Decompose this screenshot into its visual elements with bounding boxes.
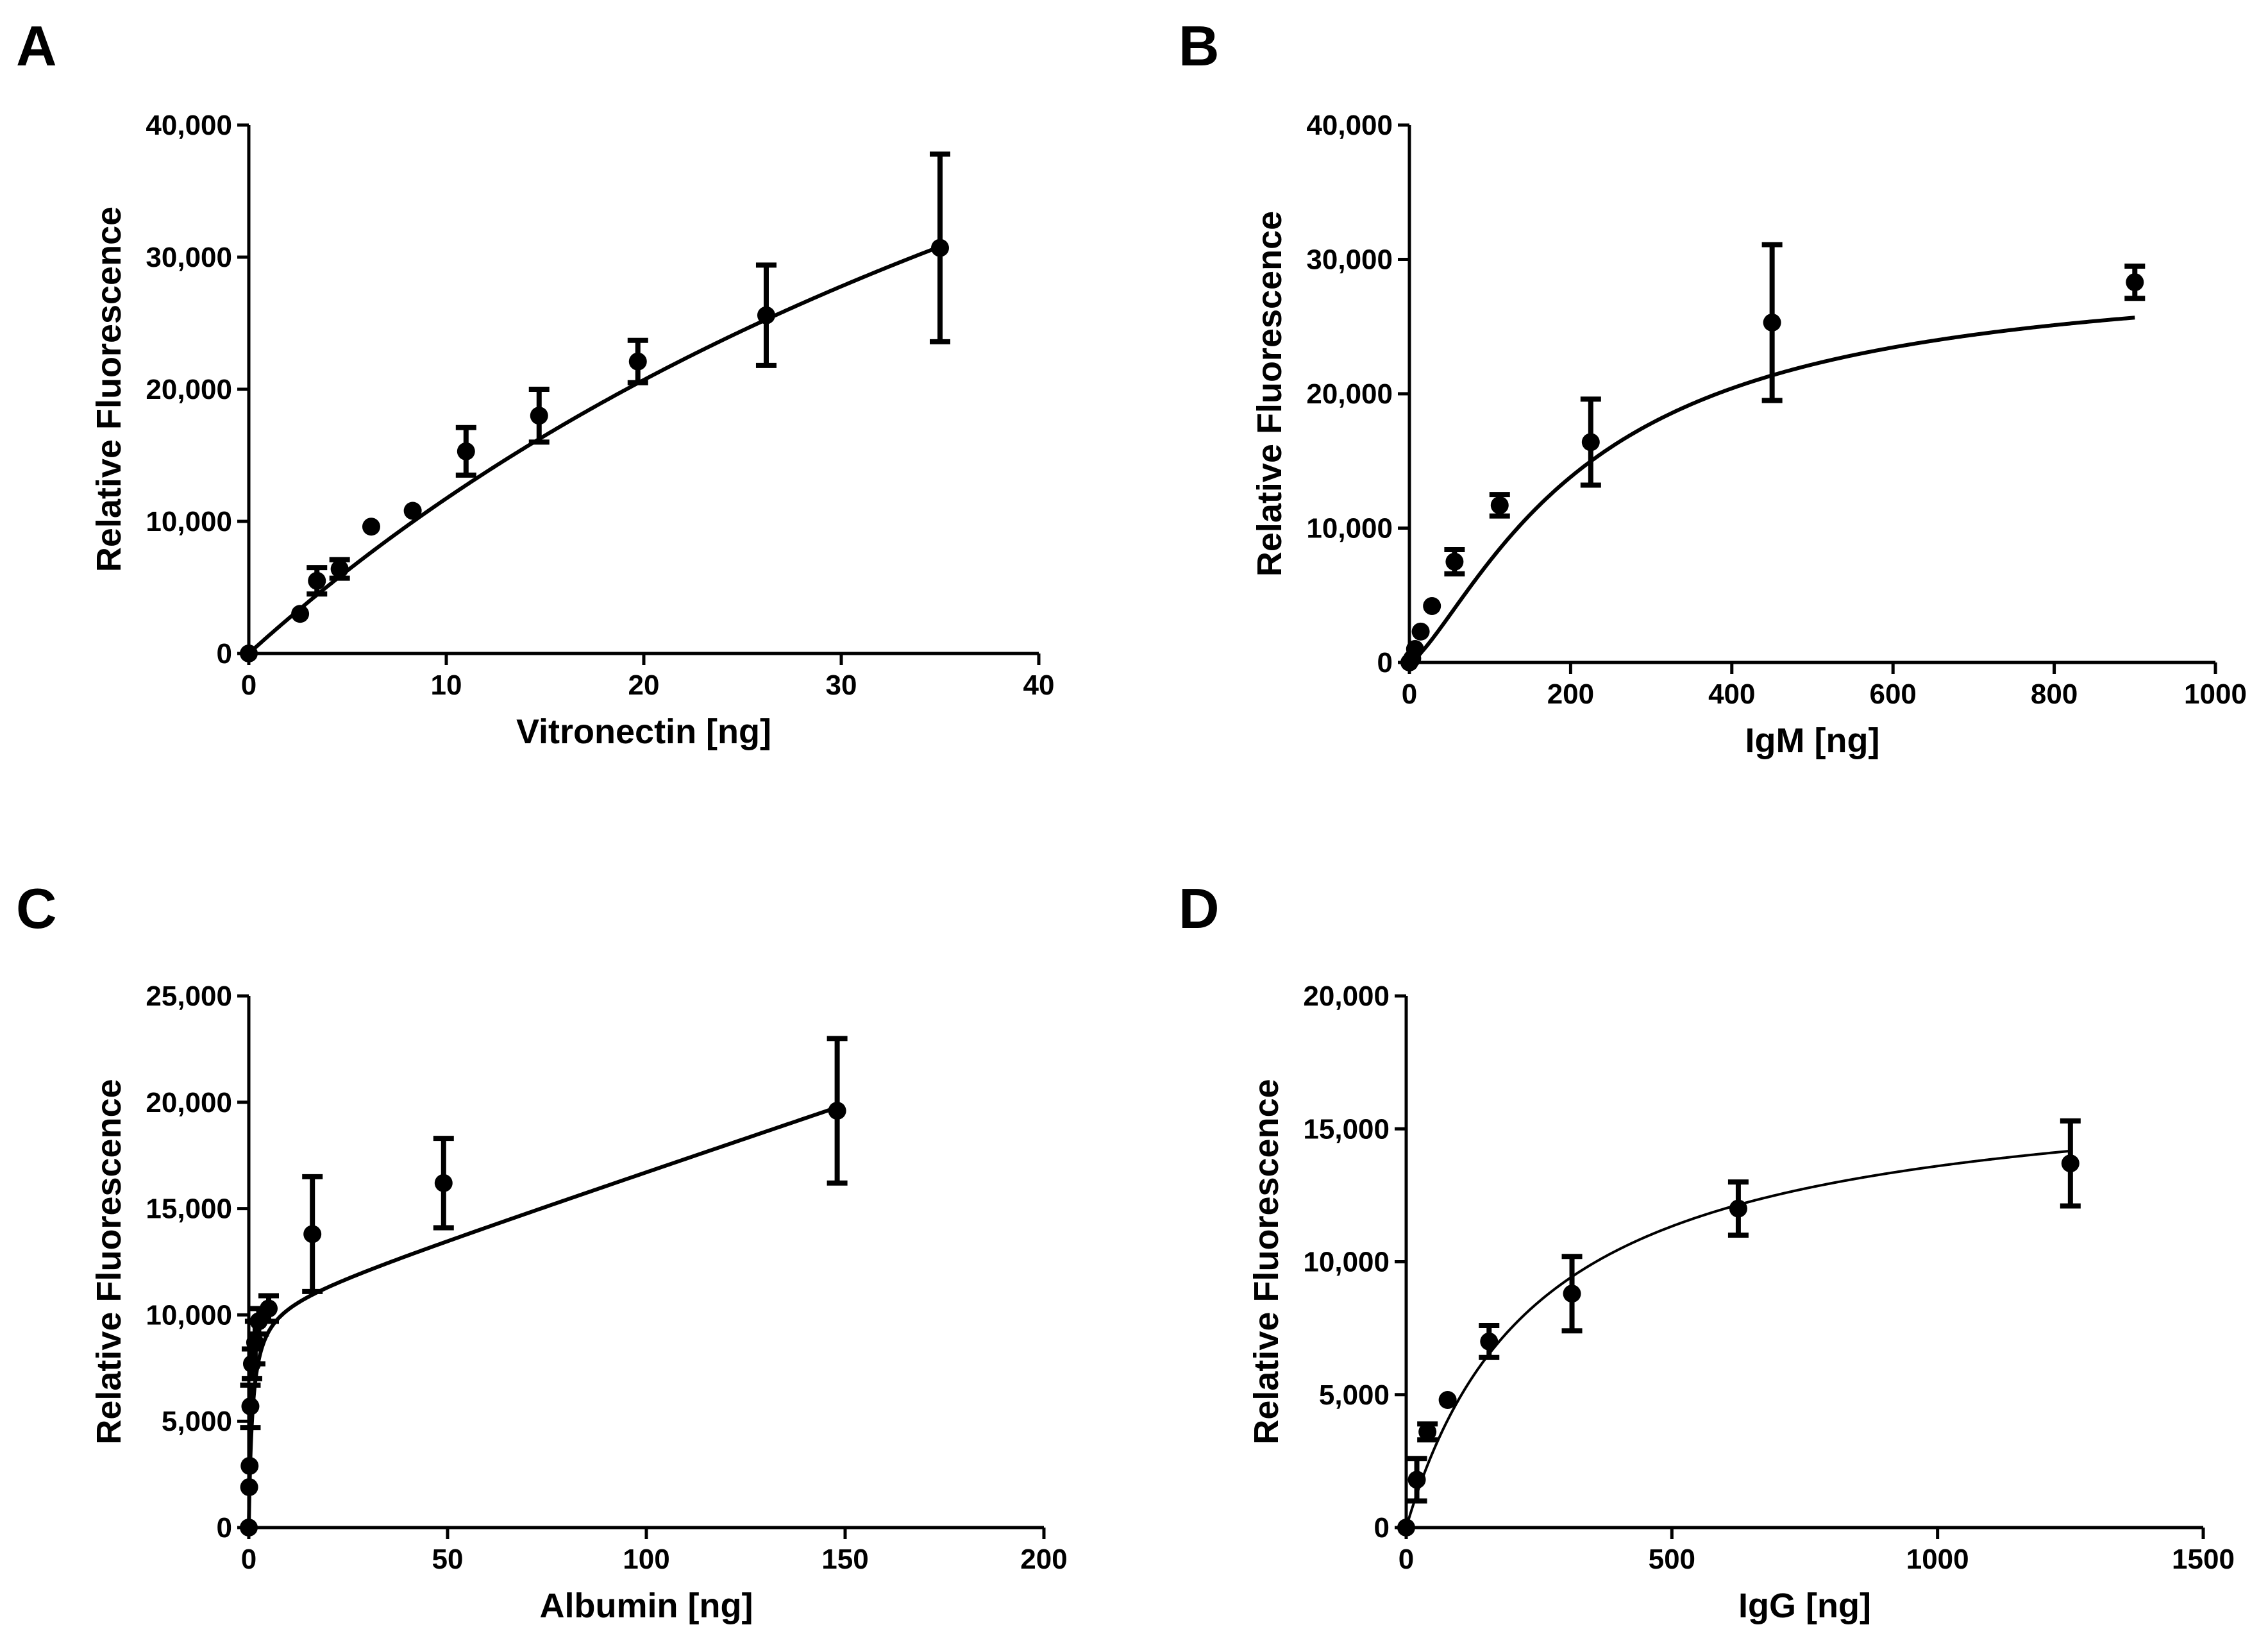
data-point	[1563, 1285, 1581, 1303]
data-point	[1581, 433, 1600, 451]
x-tick-label: 20	[628, 670, 660, 701]
data-point	[240, 1456, 259, 1475]
data-point	[628, 352, 647, 371]
data-point	[246, 1333, 264, 1352]
data-point	[1729, 1199, 1747, 1218]
y-axis-title: Relative Fluorescence	[90, 1079, 128, 1444]
panel-label-a: A	[16, 14, 57, 78]
data-point	[362, 518, 380, 536]
y-tick-label: 10,000	[1303, 1247, 1390, 1278]
data-point	[828, 1102, 846, 1120]
data-point	[1438, 1391, 1457, 1410]
x-tick-label: 400	[1708, 678, 1755, 710]
x-axis-title: Vitronectin [ng]	[516, 712, 771, 751]
x-tick-label: 500	[1649, 1544, 1695, 1575]
y-tick-label: 20,000	[1303, 981, 1390, 1012]
y-tick-label: 30,000	[146, 242, 232, 273]
y-tick-label: 15,000	[146, 1193, 232, 1225]
x-tick-label: 1500	[2172, 1544, 2235, 1575]
data-point	[1407, 1470, 1426, 1489]
chart-panel-b: 0 10,000 20,000 30,000 40,000 0 200 400 600 800 10…	[1250, 110, 2247, 760]
x-axis-title: Albumin [ng]	[540, 1587, 753, 1625]
y-tick-label: 0	[1374, 1512, 1390, 1544]
data-point	[1490, 496, 1509, 514]
x-tick-label: 0	[1399, 1544, 1414, 1575]
y-tick-label: 10,000	[146, 506, 232, 537]
data-point	[1418, 1422, 1437, 1441]
y-tick-label: 15,000	[1303, 1113, 1390, 1145]
data-point	[240, 1519, 258, 1537]
data-point	[457, 442, 475, 460]
y-tick-label: 10,000	[1306, 513, 1393, 544]
y-tick-label: 25,000	[146, 981, 232, 1012]
chart-panel-a: 0 10,000 20,000 30,000 40,000 0 10 20 30 40 Vitron…	[90, 110, 1054, 751]
x-tick-label: 0	[241, 670, 256, 701]
x-tick-label: 10	[431, 670, 462, 701]
x-tick-label: 800	[2031, 678, 2078, 710]
data-point	[931, 239, 949, 257]
x-tick-label: 600	[1869, 678, 1916, 710]
y-tick-label: 0	[1377, 647, 1393, 678]
x-tick-label: 0	[241, 1544, 256, 1575]
data-point	[240, 645, 258, 662]
x-axis-title: IgM [ng]	[1745, 721, 1880, 760]
chart-panel-c: 0 5,000 10,000 15,000 20,000 25,000 0 50 100 150 2…	[90, 981, 1068, 1625]
data-point	[1411, 622, 1430, 641]
data-point	[1445, 552, 1464, 571]
chart-panel-d: 0 5,000 10,000 15,000 20,000 0 500 1000 1500 IgG …	[1247, 981, 2235, 1625]
data-point	[1423, 597, 1441, 616]
data-point	[330, 560, 349, 578]
y-tick-label: 40,000	[1306, 110, 1393, 141]
y-tick-label: 20,000	[1306, 378, 1393, 410]
y-tick-label: 10,000	[146, 1299, 232, 1331]
x-tick-label: 200	[1547, 678, 1594, 710]
panel-label-b: B	[1179, 14, 1220, 78]
y-tick-label: 40,000	[146, 110, 232, 141]
data-point	[403, 501, 422, 520]
data-point	[2061, 1154, 2079, 1173]
y-axis-title: Relative Fluorescence	[90, 206, 128, 572]
data-point	[303, 1225, 322, 1243]
data-point	[1397, 1519, 1415, 1537]
data-point	[308, 571, 326, 590]
data-point	[530, 407, 548, 425]
y-tick-label: 20,000	[146, 374, 232, 405]
data-point	[260, 1299, 278, 1318]
fit-curve	[247, 1105, 838, 1528]
x-tick-label: 100	[623, 1544, 669, 1575]
x-tick-label: 200	[1020, 1544, 1067, 1575]
x-tick-label: 0	[1402, 678, 1417, 710]
x-tick-label: 40	[1023, 670, 1055, 701]
y-axis-title: Relative Fluorescence	[1250, 211, 1289, 577]
y-tick-label: 30,000	[1306, 244, 1393, 276]
x-tick-label: 50	[432, 1544, 464, 1575]
x-tick-label: 30	[826, 670, 857, 701]
y-tick-label: 0	[217, 638, 232, 670]
x-axis-title: IgG [ng]	[1738, 1587, 1871, 1625]
x-tick-label: 150	[821, 1544, 868, 1575]
data-point	[757, 306, 775, 324]
data-point	[241, 1397, 260, 1415]
data-point	[2126, 273, 2144, 292]
data-point	[1763, 313, 1781, 332]
data-point	[434, 1174, 453, 1192]
panel-label-c: C	[16, 877, 57, 940]
x-tick-label: 1000	[1906, 1544, 1969, 1575]
data-point	[240, 1478, 258, 1496]
panel-label-d: D	[1179, 877, 1220, 940]
data-point	[291, 605, 310, 623]
data-point	[1480, 1332, 1499, 1351]
y-tick-label: 5,000	[162, 1406, 232, 1437]
y-tick-label: 20,000	[146, 1087, 232, 1118]
x-tick-label: 1000	[2184, 678, 2247, 710]
y-axis-title: Relative Fluorescence	[1247, 1079, 1286, 1444]
data-point	[1406, 640, 1424, 659]
y-tick-label: 5,000	[1319, 1379, 1390, 1411]
fit-curve	[247, 244, 941, 655]
y-tick-label: 0	[217, 1512, 232, 1544]
